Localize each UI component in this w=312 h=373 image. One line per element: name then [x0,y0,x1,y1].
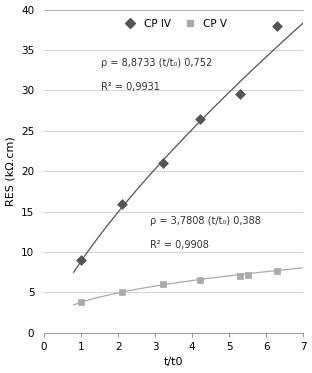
X-axis label: t/t0: t/t0 [164,357,183,367]
Point [119,289,124,295]
Y-axis label: RES (kΩ.cm): RES (kΩ.cm) [6,137,16,206]
Point [79,257,84,263]
Point [238,91,243,97]
Point [238,273,243,279]
Legend: CP IV, CP V: CP IV, CP V [116,15,232,33]
Text: ρ = 8,8733 (t/t₀) 0,752: ρ = 8,8733 (t/t₀) 0,752 [101,58,213,68]
Point [197,278,202,283]
Point [275,23,280,29]
Point [160,281,165,287]
Point [79,299,84,305]
Point [160,160,165,166]
Point [245,272,250,278]
Text: R² = 0,9931: R² = 0,9931 [101,82,160,93]
Text: R² = 0,9908: R² = 0,9908 [149,240,208,250]
Point [119,201,124,207]
Text: ρ = 3,7808 (t/t₀) 0,388: ρ = 3,7808 (t/t₀) 0,388 [149,216,261,226]
Point [197,116,202,122]
Point [275,268,280,274]
